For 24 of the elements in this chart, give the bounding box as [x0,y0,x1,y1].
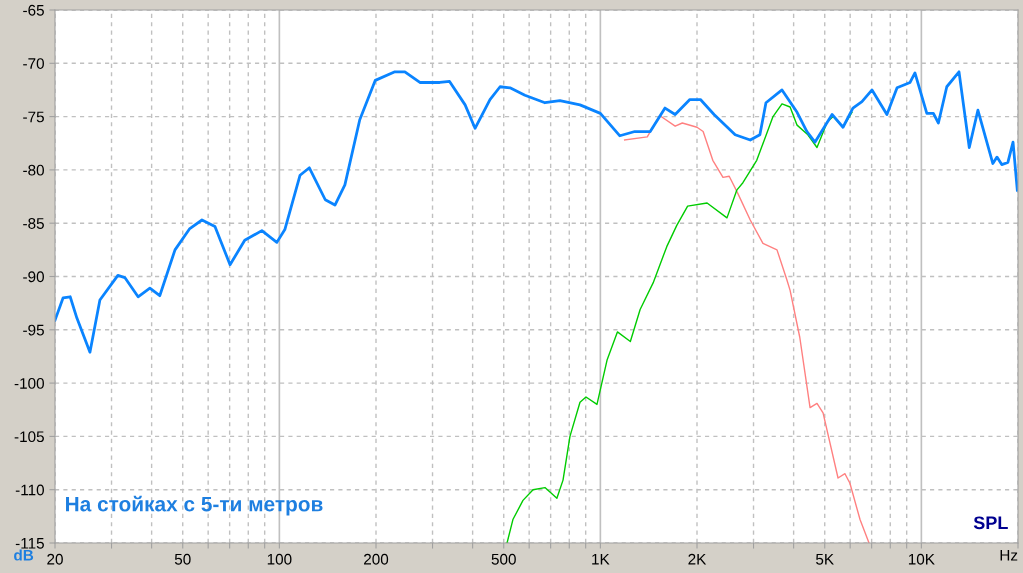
annotation: На стойках с 5-ти метров [66,495,323,516]
y-tick-label: -80 [23,164,44,176]
y-tick-label: -115 [15,538,44,549]
x-tick-label: 200 [364,553,389,565]
y-tick-label: -95 [23,324,44,336]
x-axis-title: Hz [1000,549,1018,561]
y-tick-label: -85 [23,218,44,229]
x-tick-label: 1K [592,553,610,565]
y-tick-label: -75 [23,111,44,123]
x-tick-label: 50 [174,553,191,565]
x-tick-label: 2K [688,553,707,565]
y-tick-label: -110 [15,484,44,496]
y-tick-label: -105 [14,431,44,443]
y-tick-label: -65 [23,4,44,16]
y-tick-label: -100 [14,377,44,389]
x-tick-label: 100 [267,553,292,565]
annotation: SPL [973,516,1008,530]
y-tick-label: -90 [23,271,44,283]
x-tick-label: 500 [491,553,516,565]
x-tick-label: 5K [816,553,834,565]
y-axis-title: dB [14,549,34,561]
x-tick-label: 20 [47,553,63,565]
x-tick-label: 10K [908,553,935,565]
y-tick-label: -70 [23,58,44,69]
